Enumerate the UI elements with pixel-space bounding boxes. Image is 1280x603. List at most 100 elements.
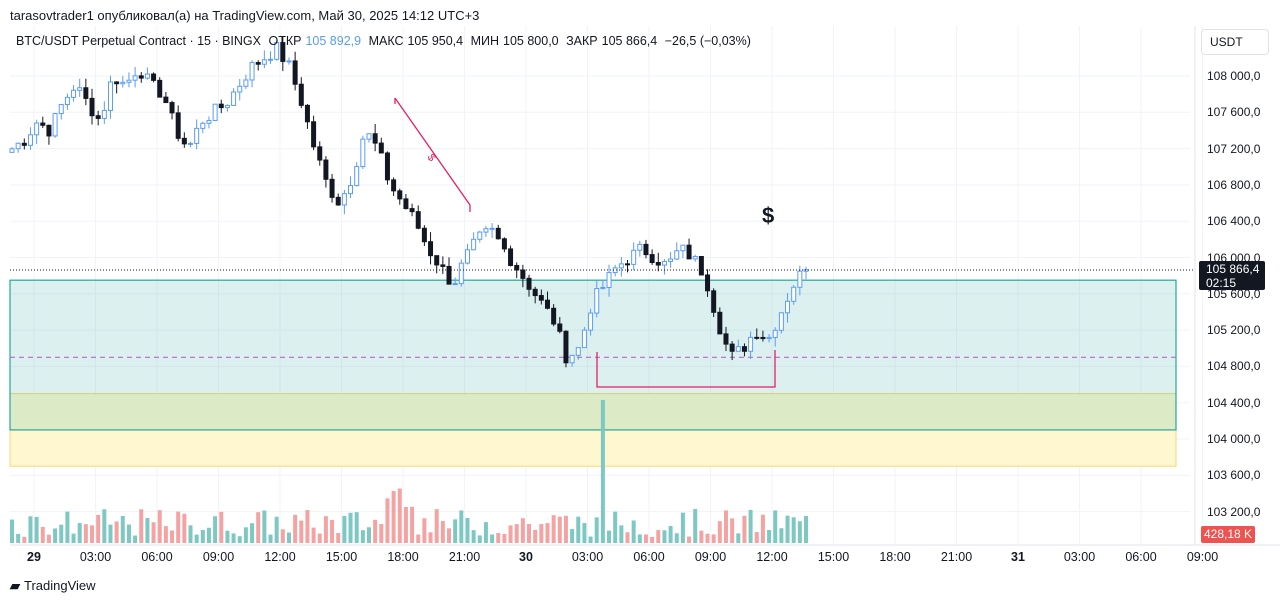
volume-bar — [170, 530, 175, 543]
candle-body — [446, 265, 452, 285]
volume-bar — [699, 530, 704, 543]
candle-body — [286, 60, 292, 63]
price-tick: 107 200,0 — [1207, 141, 1261, 156]
candle-body — [514, 264, 520, 271]
tradingview-logo[interactable]: ▰ TradingView — [10, 578, 96, 594]
time-tick: 18:00 — [879, 550, 911, 564]
candle-body — [421, 227, 427, 243]
volume-bar — [693, 509, 698, 543]
volume-bar — [293, 514, 298, 543]
trendline — [394, 97, 471, 206]
volume-bar — [508, 525, 513, 543]
currency-button[interactable]: USDT — [1201, 29, 1269, 55]
candle-body — [668, 258, 674, 262]
volume-bar — [213, 516, 218, 543]
time-tick: 06:00 — [1125, 550, 1157, 564]
volume-bar — [403, 506, 408, 543]
volume-bar — [539, 524, 544, 543]
candle-body — [741, 346, 747, 352]
volume-bar — [243, 527, 248, 543]
candle-body — [298, 83, 304, 106]
candle-body — [378, 142, 384, 154]
candle-body — [754, 336, 760, 339]
candle-body — [458, 262, 464, 285]
candle-body — [348, 185, 354, 195]
candle-body — [71, 89, 77, 98]
candle-body — [428, 241, 434, 257]
time-tick: 12:00 — [756, 550, 788, 564]
candle-body — [354, 166, 360, 187]
legend-low-label: МИН — [470, 34, 500, 48]
time-tick: 03:00 — [1063, 550, 1096, 564]
volume-bar — [53, 528, 58, 543]
candle-body — [729, 343, 735, 352]
candle-body — [200, 122, 206, 129]
candle-body — [489, 227, 495, 230]
volume-bar — [120, 515, 125, 543]
volume-bar — [791, 517, 796, 543]
volume-bar — [711, 534, 716, 543]
candle-body — [341, 193, 347, 206]
volume-bar — [65, 511, 70, 543]
candle-body — [625, 263, 631, 266]
candle-body — [637, 243, 643, 251]
legend-symbol[interactable]: BTC/USDT Perpetual Contract · 15 · BINGX — [16, 34, 261, 48]
candle-body — [187, 142, 193, 145]
candle-body — [243, 79, 249, 87]
candle-body — [120, 81, 126, 85]
volume-bar — [34, 516, 39, 543]
candle-body — [83, 87, 89, 99]
candle-body — [175, 112, 181, 139]
candle-body — [452, 283, 458, 286]
dollar-annotation[interactable]: $ — [762, 203, 775, 228]
candle-body — [89, 97, 95, 117]
candle-body — [114, 81, 120, 85]
candle-body — [760, 336, 766, 340]
candle-body — [409, 208, 415, 213]
volume-bar — [760, 514, 765, 543]
time-tick: 09:00 — [202, 550, 235, 564]
candle-body — [594, 288, 600, 314]
price-tick: 104 000,0 — [1207, 432, 1261, 446]
candle-body — [606, 272, 612, 288]
candle-body — [34, 122, 40, 136]
price-tick: 107 600,0 — [1207, 105, 1261, 120]
candle-body — [748, 336, 754, 352]
volume-bar — [767, 530, 772, 543]
volume-bar — [354, 512, 359, 543]
candle-body — [101, 109, 107, 119]
volume-bar — [348, 512, 353, 543]
volume-bar — [662, 530, 667, 543]
candle-body — [440, 264, 446, 267]
volume-bar — [59, 524, 64, 543]
time-tick: 03:00 — [571, 550, 604, 564]
legend-open-label: ОТКР — [268, 34, 302, 48]
candle-body — [274, 42, 280, 60]
last-price-value: 105 866,4 — [1206, 262, 1260, 276]
time-tick: 21:00 — [940, 550, 973, 564]
candle-body — [9, 148, 15, 153]
volume-bar — [40, 526, 45, 543]
volume-bar — [330, 519, 335, 543]
candle-body — [501, 238, 507, 250]
candle-body — [483, 228, 489, 233]
volume-bar — [225, 530, 230, 543]
volume-bar — [71, 533, 76, 543]
candle-body — [711, 290, 717, 313]
volume-bar — [188, 525, 193, 543]
legend-close-label: ЗАКР — [566, 34, 598, 48]
candle-body — [403, 198, 409, 210]
candle-body — [723, 333, 729, 345]
volume-bar — [219, 511, 224, 543]
volume-bar — [483, 522, 488, 543]
volume-bar — [286, 532, 291, 543]
legend-high-value: 105 950,4 — [407, 34, 464, 48]
time-tick: 09:00 — [1186, 550, 1219, 564]
candle-body — [384, 152, 390, 181]
price-tick: 103 600,0 — [1207, 468, 1261, 483]
candle-body — [772, 329, 778, 338]
volume-bar — [723, 510, 728, 543]
legend-open-value: 105 892,9 — [305, 34, 362, 48]
price-tick: 106 400,0 — [1207, 214, 1261, 229]
